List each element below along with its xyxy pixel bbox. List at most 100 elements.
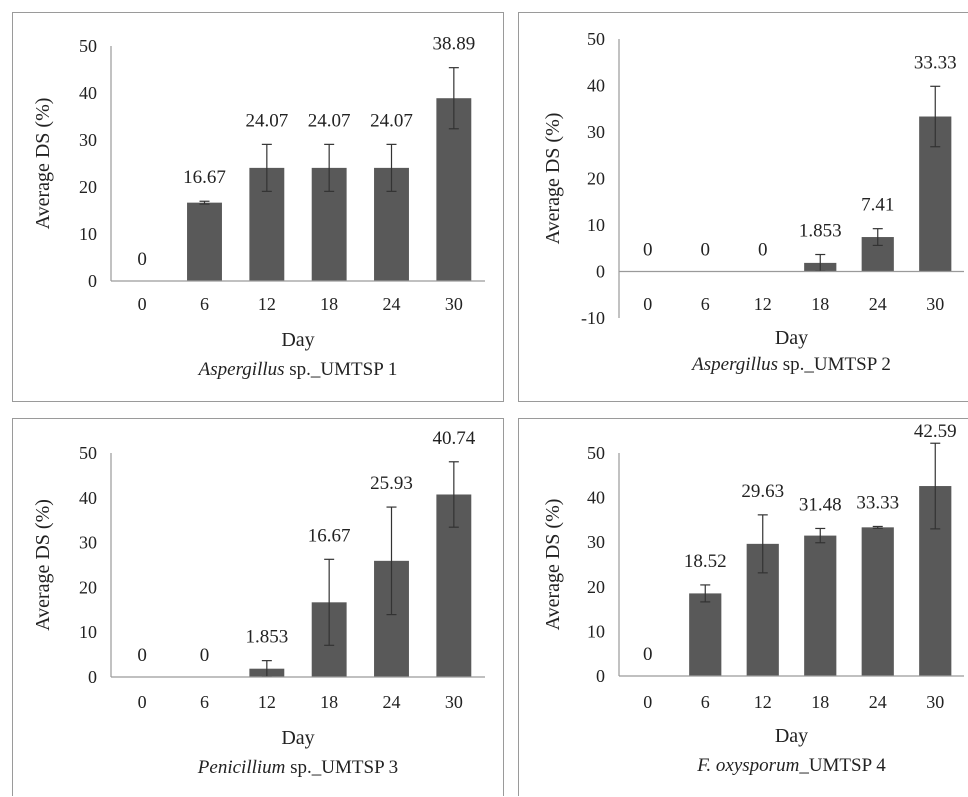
data-label: 0 [758, 240, 768, 261]
y-tick-label: 10 [587, 621, 605, 641]
x-tick-label: 24 [383, 294, 401, 314]
x-tick-label: 6 [701, 692, 710, 712]
y-tick-label: 10 [79, 622, 97, 642]
data-label: 0 [701, 240, 711, 261]
y-tick-label: 10 [587, 215, 605, 235]
x-tick-label: 6 [200, 692, 209, 712]
x-tick-label: 24 [383, 692, 401, 712]
y-tick-label: 30 [79, 533, 97, 553]
chart-caption: Penicillium sp._UMTSP 3 [197, 757, 398, 778]
x-tick-label: 24 [869, 294, 887, 314]
data-label: 40.74 [432, 428, 475, 449]
caption-species: Aspergillus [690, 354, 778, 375]
x-tick-label: 30 [926, 692, 944, 712]
data-label: 0 [200, 645, 210, 666]
data-label: 0 [643, 240, 653, 261]
y-tick-label: 40 [587, 488, 605, 508]
data-label: 0 [643, 644, 653, 665]
x-tick-label: 0 [643, 692, 652, 712]
x-tick-label: 0 [138, 692, 147, 712]
caption-strain: sp._UMTSP 1 [285, 359, 398, 380]
chart-panel-penicillium-umtsp-3: 0 10 20 30 40 50 0 0 1.853 16.67 25.93 40.74 0 6 12 18 2… [12, 418, 504, 796]
x-axis-title: Day [281, 727, 314, 749]
y-tick-label: 20 [79, 177, 97, 197]
y-tick-label: 50 [587, 29, 605, 49]
y-tick-label: 0 [88, 667, 97, 687]
caption-strain: _UMTSP 4 [798, 755, 886, 776]
x-tick-label: 30 [926, 294, 944, 314]
y-tick-label: 20 [79, 577, 97, 597]
chart-panel-aspergillus-umtsp-2: -10 0 10 20 30 40 50 0 0 0 1.853 7.41 33.33 0 6 12 18 24 3… [518, 12, 968, 402]
y-tick-label: 40 [587, 76, 605, 96]
y-tick-label: 0 [596, 262, 605, 282]
data-label: 16.67 [308, 525, 351, 546]
chart-caption: Aspergillus sp._UMTSP 1 [197, 359, 398, 380]
x-tick-label: 12 [754, 692, 772, 712]
y-tick-label: 0 [596, 666, 605, 686]
y-tick-label: 50 [79, 443, 97, 463]
data-label: 33.33 [856, 492, 899, 513]
bar [804, 535, 837, 676]
chart-panel-f-oxysporum-umtsp-4: 0 10 20 30 40 50 0 18.52 29.63 31.48 33.33 42.59 0 6 1… [518, 418, 968, 796]
y-axis-title: Average DS (%) [32, 98, 54, 230]
caption-strain: sp._UMTSP 3 [285, 757, 398, 778]
x-tick-label: 18 [320, 692, 338, 712]
data-label: 16.67 [183, 167, 226, 188]
chart-caption: Aspergillus sp._UMTSP 2 [690, 354, 891, 375]
y-axis-title: Average DS (%) [32, 499, 54, 631]
bar [689, 593, 722, 676]
x-tick-label: 24 [869, 692, 887, 712]
y-tick-label: 30 [79, 130, 97, 150]
caption-species: Aspergillus [197, 359, 285, 380]
y-tick-label: 10 [79, 224, 97, 244]
data-label: 38.89 [432, 34, 475, 55]
data-label: 24.07 [308, 110, 351, 131]
data-label: 0 [137, 249, 147, 270]
y-tick-label: 20 [587, 169, 605, 189]
x-axis-title: Day [775, 327, 808, 349]
y-tick-label: 30 [587, 532, 605, 552]
data-label: 31.48 [799, 494, 842, 515]
data-label: 29.63 [741, 481, 784, 502]
data-label: 42.59 [914, 421, 957, 442]
chart-svg: 0 10 20 30 40 50 0 0 1.853 16.67 25.93 40.74 0 6 12 18 2… [32, 428, 485, 778]
x-tick-label: 18 [320, 294, 338, 314]
y-axis-title: Average DS (%) [542, 113, 564, 245]
x-tick-label: 6 [701, 294, 710, 314]
chart-panel-aspergillus-umtsp-1: 0 10 20 30 40 50 0 16.67 24.07 24.07 24.07 38.89 0 6 1… [12, 12, 504, 402]
data-label: 1.853 [799, 221, 842, 242]
y-tick-label: 50 [587, 443, 605, 463]
data-label: 33.33 [914, 52, 957, 73]
data-label: 24.07 [370, 110, 413, 131]
y-tick-label: 40 [79, 83, 97, 103]
chart-svg: 0 10 20 30 40 50 0 16.67 24.07 24.07 24.07 38.89 0 6 1… [32, 34, 485, 380]
y-tick-label: 50 [79, 36, 97, 56]
y-tick-label: 40 [79, 488, 97, 508]
bar [187, 202, 222, 281]
y-axis-title: Average DS (%) [542, 499, 564, 631]
x-axis-title: Day [281, 329, 314, 351]
x-tick-label: 12 [754, 294, 772, 314]
x-tick-label: 0 [138, 294, 147, 314]
data-label: 18.52 [684, 551, 727, 572]
caption-species: F. oxysporum [696, 755, 799, 776]
y-tick-label: 20 [587, 577, 605, 597]
x-tick-label: 18 [811, 692, 829, 712]
x-tick-label: 12 [258, 294, 276, 314]
data-label: 25.93 [370, 473, 413, 494]
data-label: 1.853 [245, 627, 288, 648]
x-tick-label: 12 [258, 692, 276, 712]
y-tick-label: 0 [88, 271, 97, 291]
caption-strain: sp._UMTSP 2 [778, 354, 891, 375]
x-tick-label: 30 [445, 692, 463, 712]
chart-svg: -10 0 10 20 30 40 50 0 0 0 1.853 7.41 33.33 0 6 12 18 24 3… [542, 29, 964, 375]
x-axis-title: Day [775, 725, 808, 747]
data-label: 7.41 [861, 195, 894, 216]
chart-caption: F. oxysporum_UMTSP 4 [696, 755, 886, 776]
data-label: 24.07 [245, 110, 288, 131]
x-tick-label: 0 [643, 294, 652, 314]
x-tick-label: 30 [445, 294, 463, 314]
y-tick-label: -10 [581, 308, 605, 328]
chart-svg: 0 10 20 30 40 50 0 18.52 29.63 31.48 33.33 42.59 0 6 1… [542, 421, 964, 776]
bar [861, 527, 894, 676]
